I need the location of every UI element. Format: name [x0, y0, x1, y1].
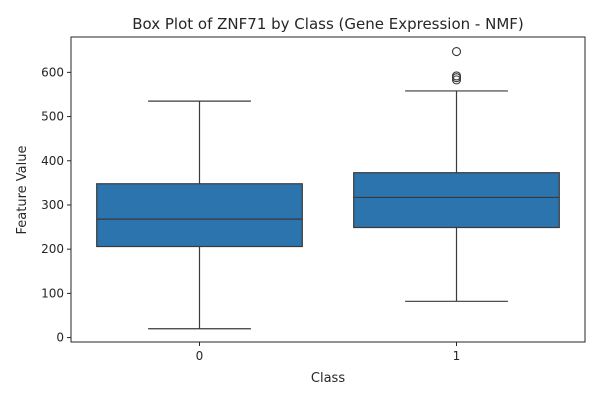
y-axis: 0 100 200 300 400 500 600	[41, 65, 71, 345]
box-group-class-1	[353, 47, 560, 302]
outlier-point	[451, 47, 462, 57]
x-tick-label: 1	[453, 349, 461, 363]
y-tick-label: 200	[41, 242, 64, 256]
y-tick-label: 100	[41, 286, 64, 300]
y-tick-label: 600	[41, 65, 64, 79]
y-axis-label: Feature Value	[15, 146, 30, 235]
x-axis-label: Class	[311, 371, 345, 386]
y-tick-label: 300	[41, 198, 64, 212]
chart-title: Box Plot of ZNF71 by Class (Gene Express…	[132, 15, 524, 33]
y-tick-label: 500	[41, 110, 64, 124]
outlier-point	[451, 71, 462, 81]
box-group-class-0	[96, 100, 303, 330]
box-iqr	[96, 183, 303, 248]
x-tick-label: 0	[196, 349, 204, 363]
box-iqr	[353, 172, 560, 229]
plot-area	[96, 47, 560, 330]
plot-frame	[70, 36, 586, 343]
y-tick-label: 400	[41, 154, 64, 168]
y-tick-label: 0	[56, 331, 64, 345]
outlier-point	[451, 75, 462, 85]
